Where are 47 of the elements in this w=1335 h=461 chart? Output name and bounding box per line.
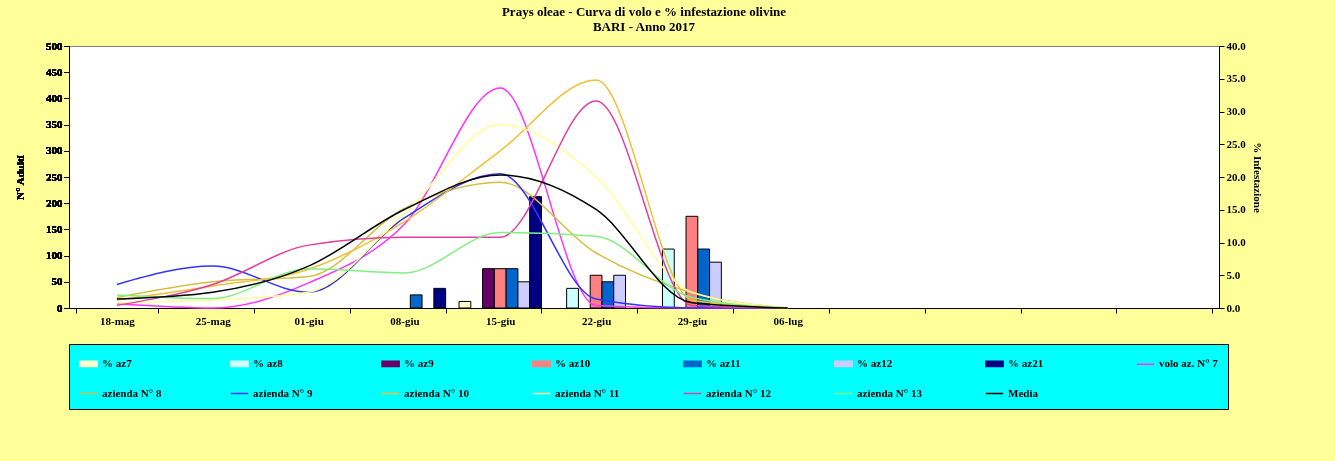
x-tick-label: 25-mag — [195, 314, 232, 327]
y-tick-label: 250 — [46, 170, 63, 183]
y2-axis-title: % Infestazione — [1251, 142, 1264, 213]
legend-label: % az9 — [404, 356, 435, 369]
y-tick-label: 100 — [46, 249, 63, 262]
legend-label: azienda N° 12 — [706, 386, 772, 399]
x-tick-label: 15-giu — [486, 314, 516, 327]
x-tick-label: 08-giu — [390, 314, 420, 327]
legend-label: azienda N° 10 — [404, 386, 470, 399]
x-tick-label: 06-lug — [773, 314, 804, 327]
y-tick-label: 50 — [51, 275, 63, 288]
legend-label: % az11 — [706, 356, 741, 369]
y-tick-label: 400 — [46, 91, 63, 104]
legend-label: azienda N° 11 — [555, 386, 620, 399]
y-tick-label: 0 — [57, 301, 63, 314]
y2-tick-label: 15.0 — [1226, 203, 1247, 216]
legend-label: volo az. N° 7 — [1159, 357, 1219, 370]
y-tick-label: 300 — [46, 144, 63, 157]
y2-tick-label: 25.0 — [1226, 137, 1247, 150]
legend-label: % az8 — [253, 356, 284, 369]
y2-tick-label: 10.0 — [1226, 236, 1247, 248]
legend-label: Media — [1008, 386, 1039, 399]
legend-label: % az10 — [555, 356, 591, 369]
y-tick-label: 350 — [46, 118, 63, 131]
chart-subtitle: BARI - Anno 2017 — [592, 19, 696, 34]
y2-tick-label: 30.0 — [1226, 105, 1247, 117]
x-tick-label: 18-mag — [100, 314, 136, 327]
y2-tick-label: 5.0 — [1226, 268, 1241, 281]
y-tick-label: 200 — [46, 196, 63, 209]
legend-label: azienda N° 13 — [857, 386, 923, 399]
y2-tick-label: 40.0 — [1226, 39, 1247, 52]
y-tick-label: 500 — [46, 39, 63, 52]
y2-tick-label: 0.0 — [1226, 301, 1241, 314]
y-axis-title: N° Adulti — [14, 155, 26, 200]
y-tick-label: 150 — [46, 222, 63, 235]
x-tick-label: 01-giu — [294, 314, 324, 327]
legend-label: % az21 — [1008, 356, 1044, 369]
y2-tick-label: 20.0 — [1226, 170, 1247, 183]
legend-label: azienda N° 8 — [102, 386, 162, 399]
y-tick-label: 450 — [46, 65, 63, 78]
chart-title: Prays oleae - Curva di volo e % infestazione olivine — [501, 4, 787, 19]
legend-label: % az7 — [102, 356, 133, 369]
y2-tick-label: 35.0 — [1226, 72, 1247, 85]
x-tick-label: 29-giu — [677, 314, 708, 327]
x-tick-label: 22-giu — [581, 314, 612, 327]
legend-label: azienda N° 9 — [253, 386, 313, 399]
legend-label: % az12 — [857, 356, 893, 369]
